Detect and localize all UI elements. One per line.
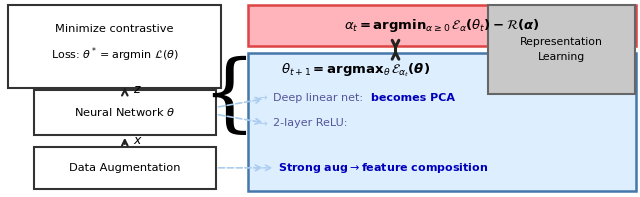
Text: Deep linear net:: Deep linear net: — [273, 93, 363, 102]
Bar — [488, 5, 635, 94]
Bar — [34, 90, 216, 135]
Text: 2-layer ReLU:: 2-layer ReLU: — [273, 118, 347, 128]
Text: Minimize contrastive: Minimize contrastive — [55, 24, 174, 33]
Text: $\boldsymbol{\theta_{t+1} = \mathbf{argmax}_\theta\,\mathcal{E}_{\alpha_t}(\thet: $\boldsymbol{\theta_{t+1} = \mathbf{argm… — [281, 61, 429, 79]
Bar — [248, 53, 636, 191]
Text: $x$: $x$ — [133, 134, 143, 147]
Text: $\rightarrow$: $\rightarrow$ — [256, 118, 268, 128]
Text: becomes PCA: becomes PCA — [371, 93, 455, 102]
Text: $z$: $z$ — [133, 83, 142, 96]
Text: $\boldsymbol{\alpha_t = \mathbf{argmin}_{\alpha \geq 0}\,\mathcal{E}_\alpha(\the: $\boldsymbol{\alpha_t = \mathbf{argmin}_… — [344, 17, 540, 34]
Text: Neural Network $\theta$: Neural Network $\theta$ — [74, 106, 175, 118]
Bar — [34, 147, 216, 189]
Bar — [8, 5, 221, 88]
Text: $\mathbf{Strong\ aug} \rightarrow \mathbf{feature\ composition}$: $\mathbf{Strong\ aug} \rightarrow \mathb… — [278, 161, 488, 175]
Text: Data Augmentation: Data Augmentation — [69, 163, 180, 173]
Text: Loss: $\theta^* = \mathrm{argmin}\ \mathcal{L}(\theta)$: Loss: $\theta^* = \mathrm{argmin}\ \math… — [51, 46, 179, 64]
Text: Representation
Learning: Representation Learning — [520, 37, 603, 62]
Text: $\rightarrow$: $\rightarrow$ — [256, 93, 268, 102]
Text: {: { — [202, 56, 257, 139]
Bar — [248, 5, 636, 46]
